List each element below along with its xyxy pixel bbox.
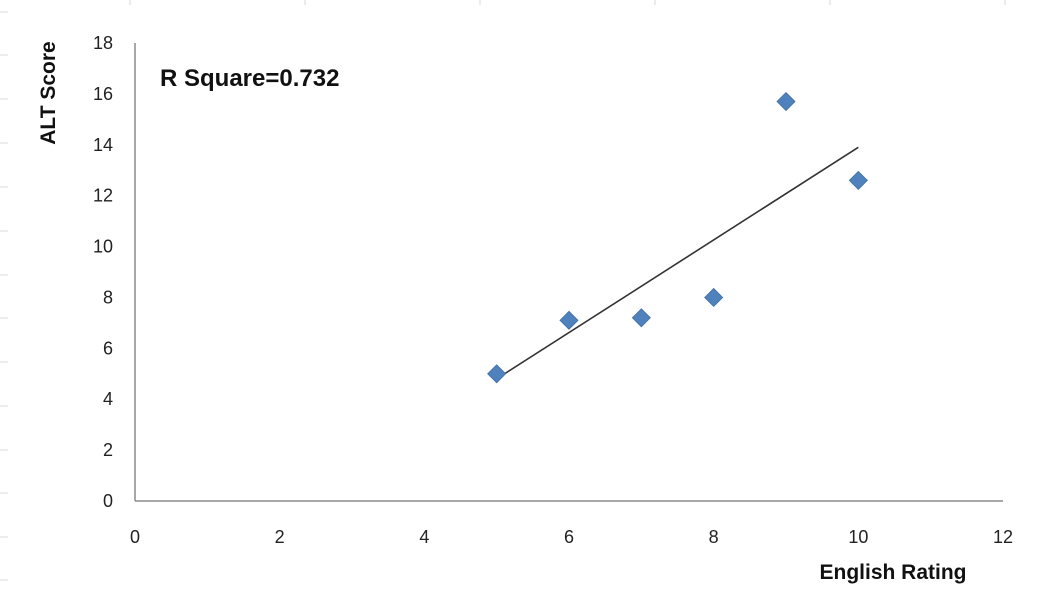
y-axis-title: ALT Score (37, 41, 60, 144)
data-point-diamond (559, 310, 579, 330)
axes (134, 43, 1003, 502)
y-tick-label: 6 (103, 338, 113, 358)
data-point-diamond (631, 308, 651, 328)
x-tick-label: 2 (275, 527, 285, 547)
y-tick-label: 12 (93, 186, 113, 206)
trendline-layer (496, 146, 859, 380)
x-tick-label: 4 (419, 527, 429, 547)
y-tick-label: 10 (93, 237, 113, 257)
worksheet-gridlines (0, 0, 1006, 581)
tick-labels: 0 2 4 6 8 10 12 14 16 18 0 2 4 6 8 10 12 (93, 33, 1013, 547)
data-point-diamond (487, 364, 507, 384)
y-tick-label: 14 (93, 135, 113, 155)
x-tick-label: 12 (993, 527, 1013, 547)
x-tick-label: 10 (848, 527, 868, 547)
x-tick-label: 0 (130, 527, 140, 547)
trendline (496, 146, 859, 380)
x-tick-label: 8 (709, 527, 719, 547)
y-tick-label: 2 (103, 440, 113, 460)
data-points (487, 91, 868, 384)
data-point-diamond (704, 287, 724, 308)
data-point-diamond (848, 170, 868, 190)
data-point-diamond (776, 91, 796, 112)
x-axis-title: English Rating (820, 561, 967, 584)
y-tick-label: 0 (103, 491, 113, 511)
y-tick-label: 16 (93, 84, 113, 104)
x-tick-label: 6 (564, 527, 574, 547)
y-tick-label: 8 (103, 287, 113, 307)
y-tick-label: 4 (103, 389, 113, 409)
y-tick-label: 18 (93, 33, 113, 53)
r-square-annotation: R Square=0.732 (160, 65, 339, 92)
